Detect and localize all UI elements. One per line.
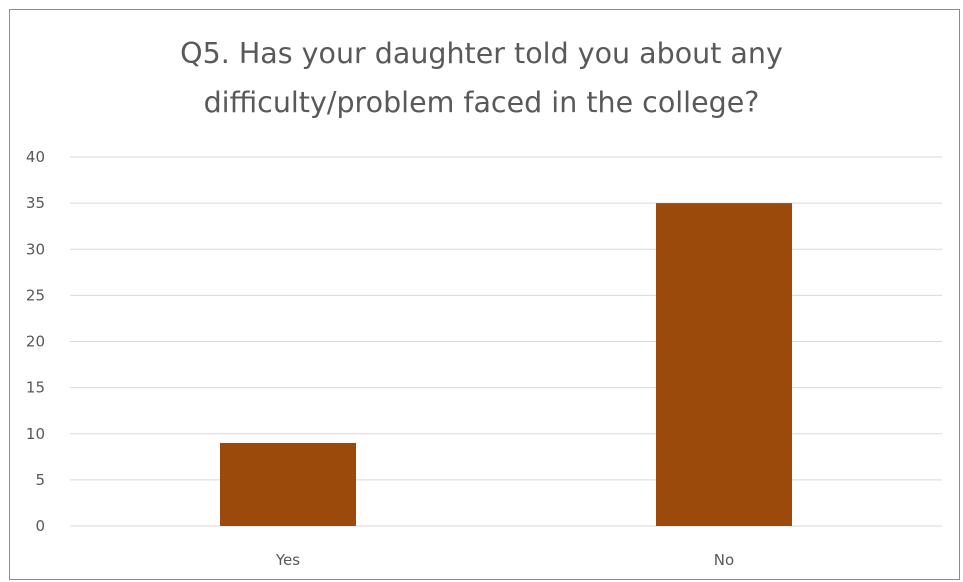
y-tick-label-15: 15 bbox=[26, 379, 45, 397]
chart-title: Q5. Has your daughter told you about any… bbox=[0, 29, 963, 127]
y-tick-label-20: 20 bbox=[26, 333, 45, 351]
x-axis-ticks: Yes No bbox=[275, 551, 734, 569]
chart-frame bbox=[9, 9, 960, 580]
bar-no bbox=[656, 203, 792, 526]
y-tick-label-40: 40 bbox=[26, 148, 45, 166]
gridlines bbox=[70, 156, 942, 527]
y-tick-label-30: 30 bbox=[26, 240, 45, 258]
x-tick-label-no: No bbox=[714, 551, 734, 569]
y-tick-label-5: 5 bbox=[35, 471, 45, 489]
y-tick-label-25: 25 bbox=[26, 286, 45, 304]
y-axis-ticks: 0 5 10 15 20 25 30 35 40 bbox=[26, 148, 45, 535]
y-tick-label-35: 35 bbox=[26, 194, 45, 212]
bar-yes bbox=[220, 442, 356, 526]
x-tick-label-yes: Yes bbox=[275, 551, 300, 569]
bars bbox=[220, 203, 792, 526]
chart-title-line-2: difficulty/problem faced in the college? bbox=[203, 86, 760, 119]
y-tick-label-0: 0 bbox=[35, 517, 45, 535]
chart-title-line-1: Q5. Has your daughter told you about any bbox=[180, 37, 783, 70]
y-tick-label-10: 10 bbox=[26, 425, 45, 443]
